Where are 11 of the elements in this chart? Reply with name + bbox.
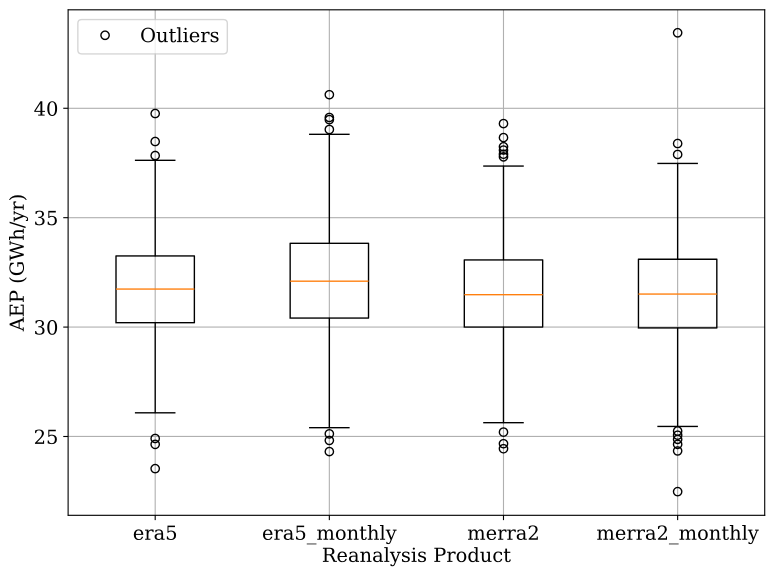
y-axis-title: AEP (GWh/yr) — [8, 195, 28, 332]
y-tick-label: 40 — [34, 101, 58, 116]
y-tick-label: 30 — [35, 320, 58, 335]
x-tick-label: merra2 — [468, 525, 538, 540]
x-tick-label: era5_monthly — [262, 524, 397, 544]
legend-label: Outliers — [141, 27, 219, 42]
y-tick-label: 25 — [34, 429, 57, 444]
y-tick-label: 35 — [35, 210, 57, 226]
x-tick-label: era5 — [134, 526, 176, 540]
x-axis-title: Reanalysis Product — [322, 547, 511, 566]
x-tick-label: merra2_monthly — [597, 524, 759, 544]
